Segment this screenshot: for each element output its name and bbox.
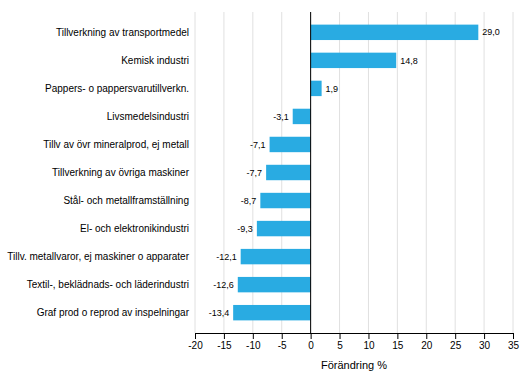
bar xyxy=(270,137,311,152)
x-tick: 15 xyxy=(392,333,404,351)
x-tick-mark xyxy=(224,333,225,339)
x-tick: 5 xyxy=(337,333,343,351)
bar xyxy=(266,165,311,180)
x-tick-mark xyxy=(397,333,398,339)
x-tick-label: 30 xyxy=(479,340,491,351)
x-tick-mark xyxy=(311,333,312,339)
x-tick: 0 xyxy=(308,333,314,351)
data-label: -3,1 xyxy=(273,112,289,122)
bar xyxy=(238,277,311,292)
data-label: 29,0 xyxy=(482,27,500,37)
x-tick: 25 xyxy=(450,333,462,351)
y-tick-label: Stål- och metallframställning xyxy=(63,195,189,206)
y-tick: Livsmedelsindustri xyxy=(107,111,195,122)
y-tick-label: Pappers- o pappersvarutillverkn. xyxy=(45,83,189,94)
bar xyxy=(311,53,397,68)
x-tick-mark xyxy=(340,333,341,339)
x-tick-mark xyxy=(253,333,254,339)
x-tick: -20 xyxy=(188,333,203,351)
x-axis-title: Förändring % xyxy=(321,359,387,371)
x-tick-label: 15 xyxy=(392,340,404,351)
y-tick-label: Tillv av övr mineralprod, ej metall xyxy=(43,139,189,150)
x-axis-line xyxy=(196,334,514,340)
y-tick: Pappers- o pappersvarutillverkn. xyxy=(45,83,195,94)
data-label: -7,7 xyxy=(247,168,263,178)
x-tick-label: -20 xyxy=(188,340,203,351)
x-tick-mark xyxy=(368,333,369,339)
y-tick-label: El- och elektronikindustri xyxy=(80,223,189,234)
x-tick-label: 10 xyxy=(363,340,375,351)
x-tick-label: 35 xyxy=(508,340,520,351)
y-tick-label: Graf prod o reprod av inspelningar xyxy=(37,307,190,318)
x-tick: -15 xyxy=(217,333,232,351)
chart: -20 -15 -10 -5 0 5 10 15 20 25 30 35 Tillverkning av… xyxy=(0,0,529,377)
bar xyxy=(241,249,311,264)
data-label: -7,1 xyxy=(250,140,266,150)
y-tick-label: Livsmedelsindustri xyxy=(107,111,189,122)
y-tick: Tillv. metallvaror, ej maskiner o appara… xyxy=(7,251,195,262)
y-tick-label: Tillverkning av övriga maskiner xyxy=(52,167,190,178)
x-tick-label: 0 xyxy=(308,340,314,351)
y-axis: Tillverkning av transportmedel Kemisk ind… xyxy=(7,27,195,318)
y-tick: Stål- och metallframställning xyxy=(63,195,195,206)
x-tick-mark xyxy=(513,333,514,339)
grid-line xyxy=(310,12,311,333)
data-label: -12,6 xyxy=(213,280,234,290)
y-tick: El- och elektronikindustri xyxy=(80,223,195,234)
bar xyxy=(311,81,322,96)
x-tick-mark xyxy=(282,333,283,339)
bars xyxy=(233,25,478,321)
data-label: -12,1 xyxy=(216,252,237,262)
bar xyxy=(257,221,311,236)
x-tick-label: -15 xyxy=(217,340,232,351)
grid-line xyxy=(195,12,196,333)
y-tick-label: Textil-, beklädnads- och läderindustri xyxy=(27,279,189,290)
y-tick-label: Tillv. metallvaror, ej maskiner o appara… xyxy=(7,251,189,262)
grid-line xyxy=(426,12,427,333)
x-tick-label: -10 xyxy=(246,340,261,351)
grid-line xyxy=(455,12,456,333)
x-axis: -20 -15 -10 -5 0 5 10 15 20 25 30 35 xyxy=(188,333,519,351)
zero-line xyxy=(310,12,311,333)
data-label: 1,9 xyxy=(326,84,339,94)
x-tick-label: 25 xyxy=(450,340,462,351)
y-tick: Textil-, beklädnads- och läderindustri xyxy=(27,279,195,290)
y-tick: Tillv av övr mineralprod, ej metall xyxy=(43,139,195,150)
grid-line xyxy=(484,12,485,333)
data-label: 14,8 xyxy=(400,56,418,66)
x-tick: 10 xyxy=(363,333,375,351)
bar xyxy=(293,109,311,124)
x-tick-mark xyxy=(455,333,456,339)
y-tick-label: Tillverkning av transportmedel xyxy=(56,27,189,38)
x-tick: -5 xyxy=(278,333,287,351)
x-tick-label: 5 xyxy=(337,340,343,351)
y-tick: Graf prod o reprod av inspelningar xyxy=(37,307,195,318)
bar xyxy=(233,305,310,320)
data-label: -9,3 xyxy=(237,224,253,234)
x-tick: 20 xyxy=(421,333,433,351)
data-label: -13,4 xyxy=(209,308,230,318)
data-labels: -13,4 -12,6 -12,1 -9,3 -8,7 -7,7 -7,1 -3,1 1,9 14… xyxy=(209,27,500,317)
x-tick: -10 xyxy=(246,333,261,351)
y-tick: Kemisk industri xyxy=(121,55,195,66)
x-tick-mark xyxy=(484,333,485,339)
grid xyxy=(195,12,513,333)
x-tick-mark xyxy=(195,333,196,339)
x-tick: 35 xyxy=(508,333,520,351)
y-tick: Tillverkning av transportmedel xyxy=(56,27,195,38)
grid-line xyxy=(397,12,398,333)
grid-line xyxy=(513,12,514,333)
y-tick-label: Kemisk industri xyxy=(121,55,189,66)
x-tick-label: 20 xyxy=(421,340,433,351)
y-tick: Tillverkning av övriga maskiner xyxy=(52,167,195,178)
x-tick: 30 xyxy=(479,333,491,351)
data-label: -8,7 xyxy=(241,196,257,206)
bar xyxy=(311,25,479,40)
bar xyxy=(260,193,310,208)
x-tick-mark xyxy=(426,333,427,339)
x-tick-label: -5 xyxy=(278,340,287,351)
